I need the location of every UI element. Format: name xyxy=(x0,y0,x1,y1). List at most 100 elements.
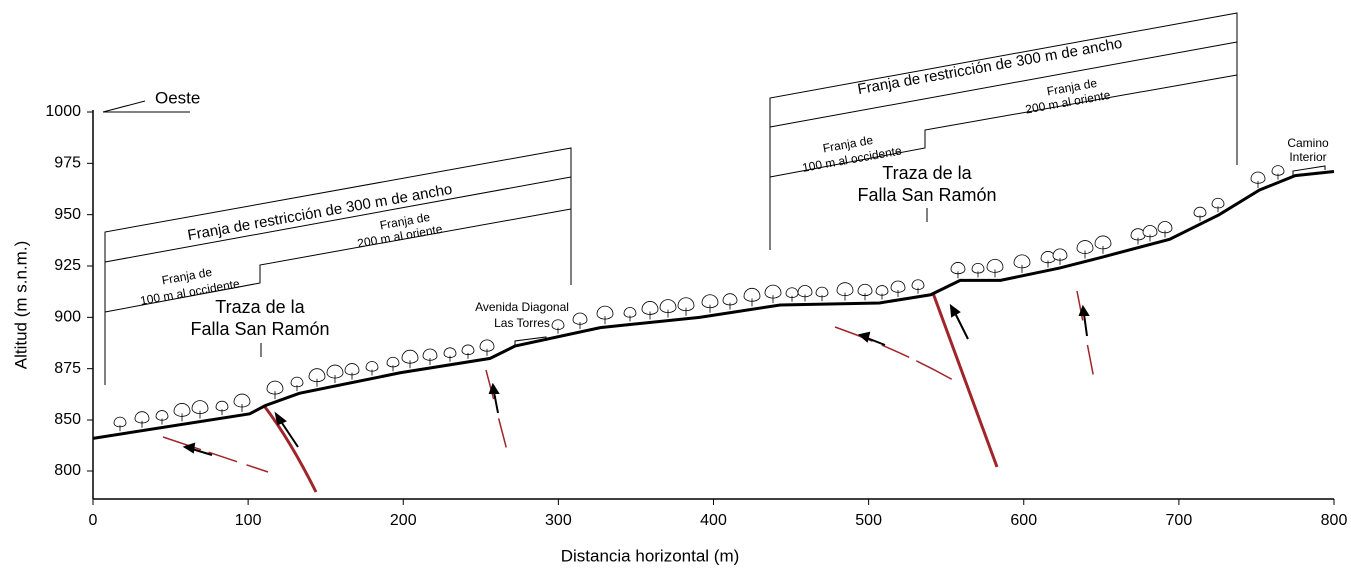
tree xyxy=(173,403,191,422)
tree xyxy=(950,262,966,279)
annotation: Oeste xyxy=(155,88,200,107)
zone-frames xyxy=(102,12,1326,385)
tree xyxy=(890,280,906,297)
x-tick-label: 300 xyxy=(545,512,572,529)
tree xyxy=(134,411,150,428)
tree xyxy=(1076,240,1094,259)
annotations: Oeste Franja de restricción de 300 m de … xyxy=(139,35,1329,339)
faults xyxy=(162,290,1096,493)
oeste-line xyxy=(102,100,146,113)
tree xyxy=(815,286,829,302)
tree xyxy=(461,344,475,359)
frame-right-low xyxy=(769,74,1238,178)
tree xyxy=(386,356,400,372)
tree xyxy=(875,285,889,300)
x-axis-label: Distancia horizontal (m) xyxy=(561,546,740,565)
tree xyxy=(641,301,659,320)
annotation: Camino xyxy=(1287,136,1329,150)
tree xyxy=(836,282,854,301)
y-tick-label: 975 xyxy=(54,155,81,172)
annotation: Falla San Ramón xyxy=(857,185,996,205)
tree xyxy=(764,284,782,304)
x-tick-label: 400 xyxy=(700,512,727,529)
tree xyxy=(422,348,438,366)
x-tick-label: 700 xyxy=(1166,512,1193,529)
frame-left-mid xyxy=(104,176,572,263)
y-tick-label: 925 xyxy=(54,257,81,274)
tree xyxy=(290,376,304,392)
tree xyxy=(266,380,284,400)
tree xyxy=(986,259,1004,278)
fault-dashed xyxy=(162,436,269,473)
x-tick-label: 600 xyxy=(1010,512,1037,529)
tree xyxy=(308,368,326,387)
tree xyxy=(401,349,419,369)
y-tick-label: 950 xyxy=(54,206,81,223)
frame-left xyxy=(104,147,572,385)
x-tick-label: 500 xyxy=(855,512,882,529)
tree xyxy=(785,287,799,302)
fault-dashed xyxy=(834,326,954,381)
tree xyxy=(857,283,873,301)
tree xyxy=(659,299,677,318)
tree xyxy=(1013,254,1031,273)
annotation: Interior xyxy=(1289,150,1326,164)
tree xyxy=(113,416,127,432)
tree xyxy=(443,347,457,362)
annotation: Traza de la xyxy=(882,163,972,183)
tree xyxy=(743,288,761,307)
profile-line xyxy=(92,170,1335,440)
fault-dashed xyxy=(1076,290,1096,385)
tree xyxy=(344,363,360,380)
tree xyxy=(1271,165,1285,180)
tree xyxy=(1052,248,1068,265)
tree xyxy=(191,400,209,419)
tree xyxy=(1157,221,1173,238)
y-axis-label: Altitud (m s.n.m.) xyxy=(11,241,30,369)
fault-dashed xyxy=(485,369,510,459)
tree xyxy=(1142,225,1158,242)
tree xyxy=(551,319,565,334)
tree xyxy=(623,307,637,322)
annotation: Avenida Diagonal xyxy=(475,300,569,314)
annotation: Falla San Ramón xyxy=(190,319,329,339)
tree xyxy=(911,279,925,294)
tree xyxy=(479,339,495,356)
fault xyxy=(931,292,999,468)
tree xyxy=(971,262,985,278)
frame-right xyxy=(769,12,1238,250)
tree xyxy=(572,312,588,329)
y-tick-label: 800 xyxy=(54,462,81,479)
tree xyxy=(233,393,251,413)
x-tick-label: 800 xyxy=(1321,512,1348,529)
y-tick-label: 875 xyxy=(54,360,81,377)
tree xyxy=(1193,206,1207,222)
x-tick-label: 200 xyxy=(390,512,417,529)
x-tick-label: 100 xyxy=(235,512,262,529)
bracket xyxy=(1292,165,1326,175)
tree xyxy=(365,361,379,376)
y-tick-label: 900 xyxy=(54,309,81,326)
tree xyxy=(155,410,169,425)
frame-right-mid xyxy=(769,41,1238,128)
arrows xyxy=(182,303,1090,456)
tree xyxy=(722,293,738,310)
tree xyxy=(326,364,344,384)
tree xyxy=(1250,171,1266,188)
annotation: Las Torres xyxy=(494,316,550,330)
tree xyxy=(677,297,695,316)
trees xyxy=(113,165,1285,432)
frame-left-low xyxy=(104,208,572,313)
x-tick-label: 0 xyxy=(89,512,98,529)
y-tick-label: 850 xyxy=(54,411,81,428)
fault xyxy=(263,406,318,493)
tree xyxy=(596,305,614,325)
tree xyxy=(1094,235,1112,254)
tree xyxy=(797,285,813,302)
tree xyxy=(1211,197,1225,213)
annotation: Traza de la xyxy=(215,297,305,317)
tree xyxy=(701,294,719,313)
tree xyxy=(215,400,229,416)
y-tick-label: 1000 xyxy=(45,103,81,120)
